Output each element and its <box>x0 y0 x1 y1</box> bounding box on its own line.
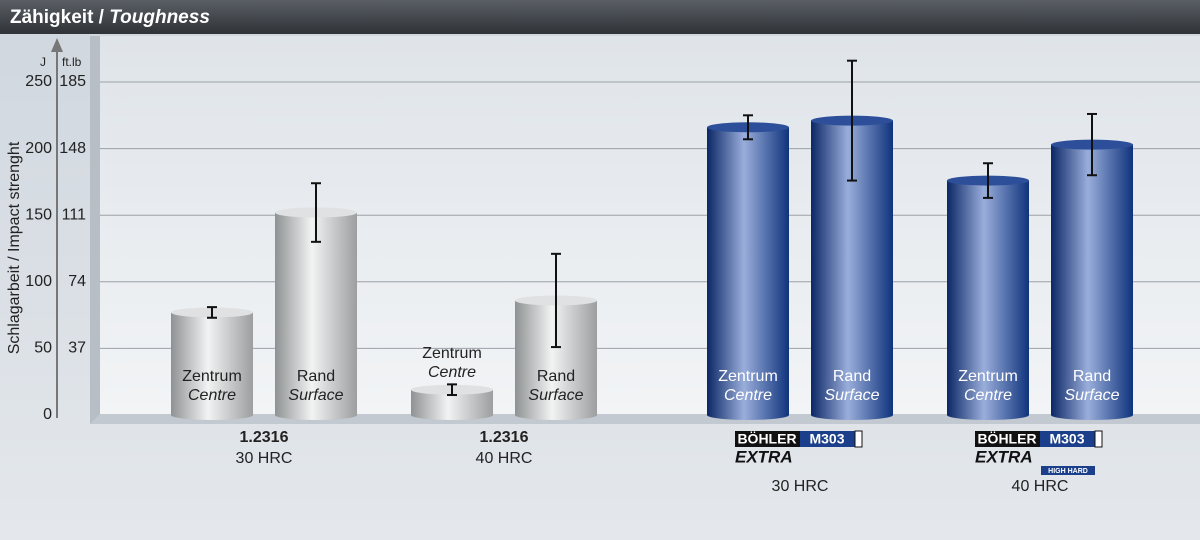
title-bar <box>0 0 1200 34</box>
bar-label: Zentrum <box>718 368 778 385</box>
floor <box>90 414 1200 424</box>
logo-edge <box>854 430 863 448</box>
y2-tick-label: 185 <box>59 73 86 90</box>
bar-body <box>411 389 493 420</box>
y2-tick-label: 111 <box>62 206 86 223</box>
grade: M303 <box>1049 431 1084 447</box>
title-en: Toughness <box>109 7 210 28</box>
y-tick-label: 250 <box>25 73 52 90</box>
y-tick-label: 50 <box>34 340 52 357</box>
bar-label-en: Surface <box>824 387 879 404</box>
bar-label-en: Surface <box>288 387 343 404</box>
bar-label-en: Centre <box>724 387 772 404</box>
y2-tick-label: 74 <box>68 273 86 290</box>
bar-label-en: Centre <box>964 387 1012 404</box>
bar-body <box>275 212 357 420</box>
bar-label: Zentrum <box>958 368 1018 385</box>
bar-label-en: Surface <box>528 387 583 404</box>
side-wall <box>90 36 100 424</box>
y-axis-title: Schlagarbeit / Impact strenght <box>6 141 23 354</box>
bar-label: Rand <box>1073 368 1111 385</box>
category-hardness: 40 HRC <box>476 450 533 467</box>
category-hardness: 30 HRC <box>772 478 829 495</box>
bar-label-en: Centre <box>188 387 236 404</box>
y-tick-label: 200 <box>25 140 52 157</box>
y2-tick-label: 37 <box>68 340 86 357</box>
y2-tick-label: 148 <box>59 140 86 157</box>
brand-box <box>735 431 800 447</box>
bar-body <box>811 120 893 421</box>
y2-unit: ft.lb <box>62 55 82 69</box>
plot-area <box>100 36 1200 416</box>
bar-label-en: Centre <box>428 364 476 381</box>
brand-box <box>975 431 1040 447</box>
grade-box <box>800 431 855 447</box>
title-de: Zähigkeit / <box>10 7 105 28</box>
bar-body <box>515 300 597 420</box>
category-hardness: 40 HRC <box>1012 478 1069 495</box>
bar-body <box>1051 144 1133 420</box>
category-name: 1.2316 <box>480 429 529 446</box>
chart-title: Zähigkeit / Toughness <box>10 7 210 28</box>
bar-label: Zentrum <box>182 368 242 385</box>
grade-box <box>1040 431 1095 447</box>
brand: BÖHLER <box>977 431 1036 447</box>
bar-label: Rand <box>297 368 335 385</box>
y-tick-label: 0 <box>43 406 52 423</box>
brand: BÖHLER <box>737 431 796 447</box>
bar-label-en: Surface <box>1064 387 1119 404</box>
bar-body <box>947 180 1029 420</box>
y-unit: J <box>40 55 46 69</box>
line-name: EXTRA <box>975 447 1033 466</box>
badge: HIGH HARD <box>1048 468 1088 475</box>
line-name: EXTRA <box>735 447 793 466</box>
badge-box <box>1041 466 1095 475</box>
axis-arrow <box>51 38 63 52</box>
y-tick-label: 150 <box>25 206 52 223</box>
bar-label: Zentrum <box>422 345 482 362</box>
logo-edge <box>1094 430 1103 448</box>
bar-body <box>171 312 253 420</box>
bar-label: Rand <box>833 368 871 385</box>
bar-label: Rand <box>537 368 575 385</box>
category-name: 1.2316 <box>240 429 289 446</box>
category-hardness: 30 HRC <box>236 450 293 467</box>
y-tick-label: 100 <box>25 273 52 290</box>
grade: M303 <box>809 431 844 447</box>
bar-body <box>707 127 789 421</box>
